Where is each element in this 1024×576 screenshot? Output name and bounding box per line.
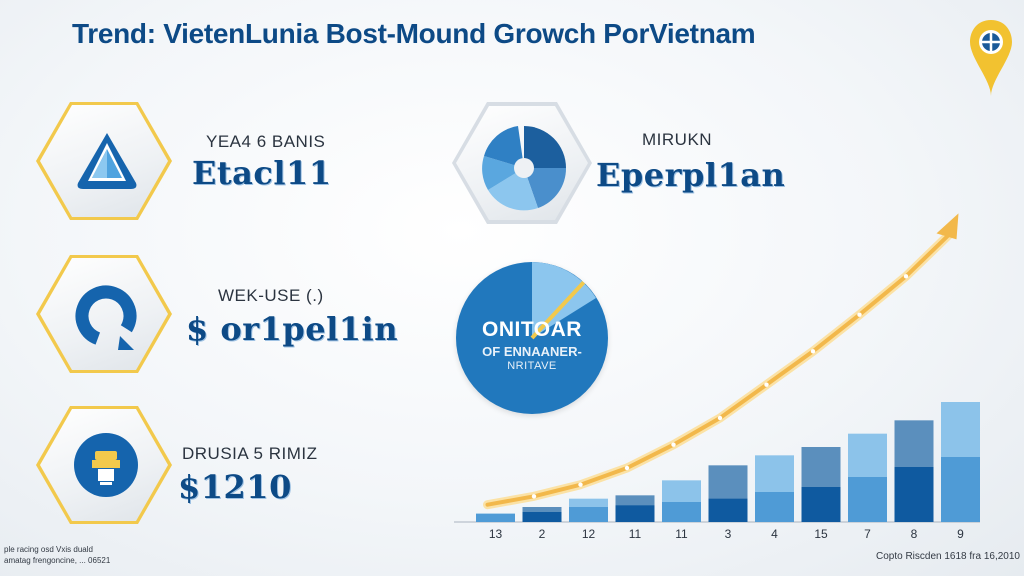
badge-title: ONITOAR (482, 318, 582, 341)
x-tick-label: 12 (582, 527, 596, 541)
trend-point (903, 274, 909, 279)
bar-segment (708, 498, 748, 522)
x-tick-label: 11 (675, 527, 688, 541)
kpi-label: WEK-USE (.) (218, 286, 324, 305)
bar-segment (522, 512, 562, 522)
badge-subtitle-2: NRITAVE (507, 360, 557, 372)
x-tick-label: 3 (725, 527, 732, 541)
kpi-label: YEA4 6 BANIS (206, 132, 326, 151)
trend-point (764, 382, 769, 387)
triangle-logo-icon (77, 133, 137, 189)
device-icon (74, 433, 138, 497)
ring-progress-icon (75, 285, 137, 350)
bar-segment (615, 505, 655, 522)
trend-point (578, 482, 583, 487)
page-title: Trend: VietenLunia Bost-Mound Growch Por… (72, 18, 756, 49)
badge-subtitle: OF ENNAANER- (482, 344, 582, 359)
badge-pie-slice (530, 262, 596, 340)
bar-segment (941, 457, 980, 522)
pie-segments-icon (482, 126, 567, 211)
x-tick-label: 8 (911, 527, 918, 541)
bar-segment (569, 507, 608, 522)
bar-segment (894, 467, 934, 522)
kpi-value: $1210 (178, 468, 292, 506)
x-tick-label: 2 (539, 527, 546, 541)
bar-segment (801, 487, 841, 522)
x-tick-label: 9 (957, 527, 964, 541)
x-tick-label: 15 (814, 527, 828, 541)
trend-point (810, 349, 816, 354)
x-tick-label: 11 (629, 527, 642, 541)
trend-point (857, 312, 862, 317)
trend-point (624, 465, 630, 471)
x-tick-label: 4 (771, 527, 778, 541)
trend-point (717, 415, 723, 421)
kpi-value: Etacl11 (192, 154, 332, 192)
footer-note: ple racing osd Vxis duald amatag frengon… (4, 545, 111, 565)
bar-segment (755, 492, 794, 522)
trend-point (531, 494, 537, 499)
bar-segment (662, 502, 701, 522)
trend-arrow-head (936, 213, 959, 240)
growth-bar-chart: 13 2 12 11 11 3 4 15 7 8 9 (454, 213, 980, 541)
location-pin-icon (970, 20, 1012, 96)
bar-segment (476, 513, 515, 522)
feature-value: Eperpl1an (596, 156, 786, 194)
x-tick-label: 13 (489, 527, 503, 541)
kpi-label: DRUSIA 5 RIMIZ (182, 444, 318, 463)
kpi-value: $ or1pel1in (186, 310, 398, 348)
footer-credit: Copto Riscden 1618 fra 16,2010 (876, 551, 1020, 562)
feature-label: MIRUKN (642, 130, 713, 149)
x-tick-label: 7 (864, 527, 871, 541)
summary-badge: ONITOAR OF ENNAANER- NRITAVE (456, 262, 608, 414)
bar-segment (848, 477, 887, 522)
trend-point (671, 442, 676, 447)
